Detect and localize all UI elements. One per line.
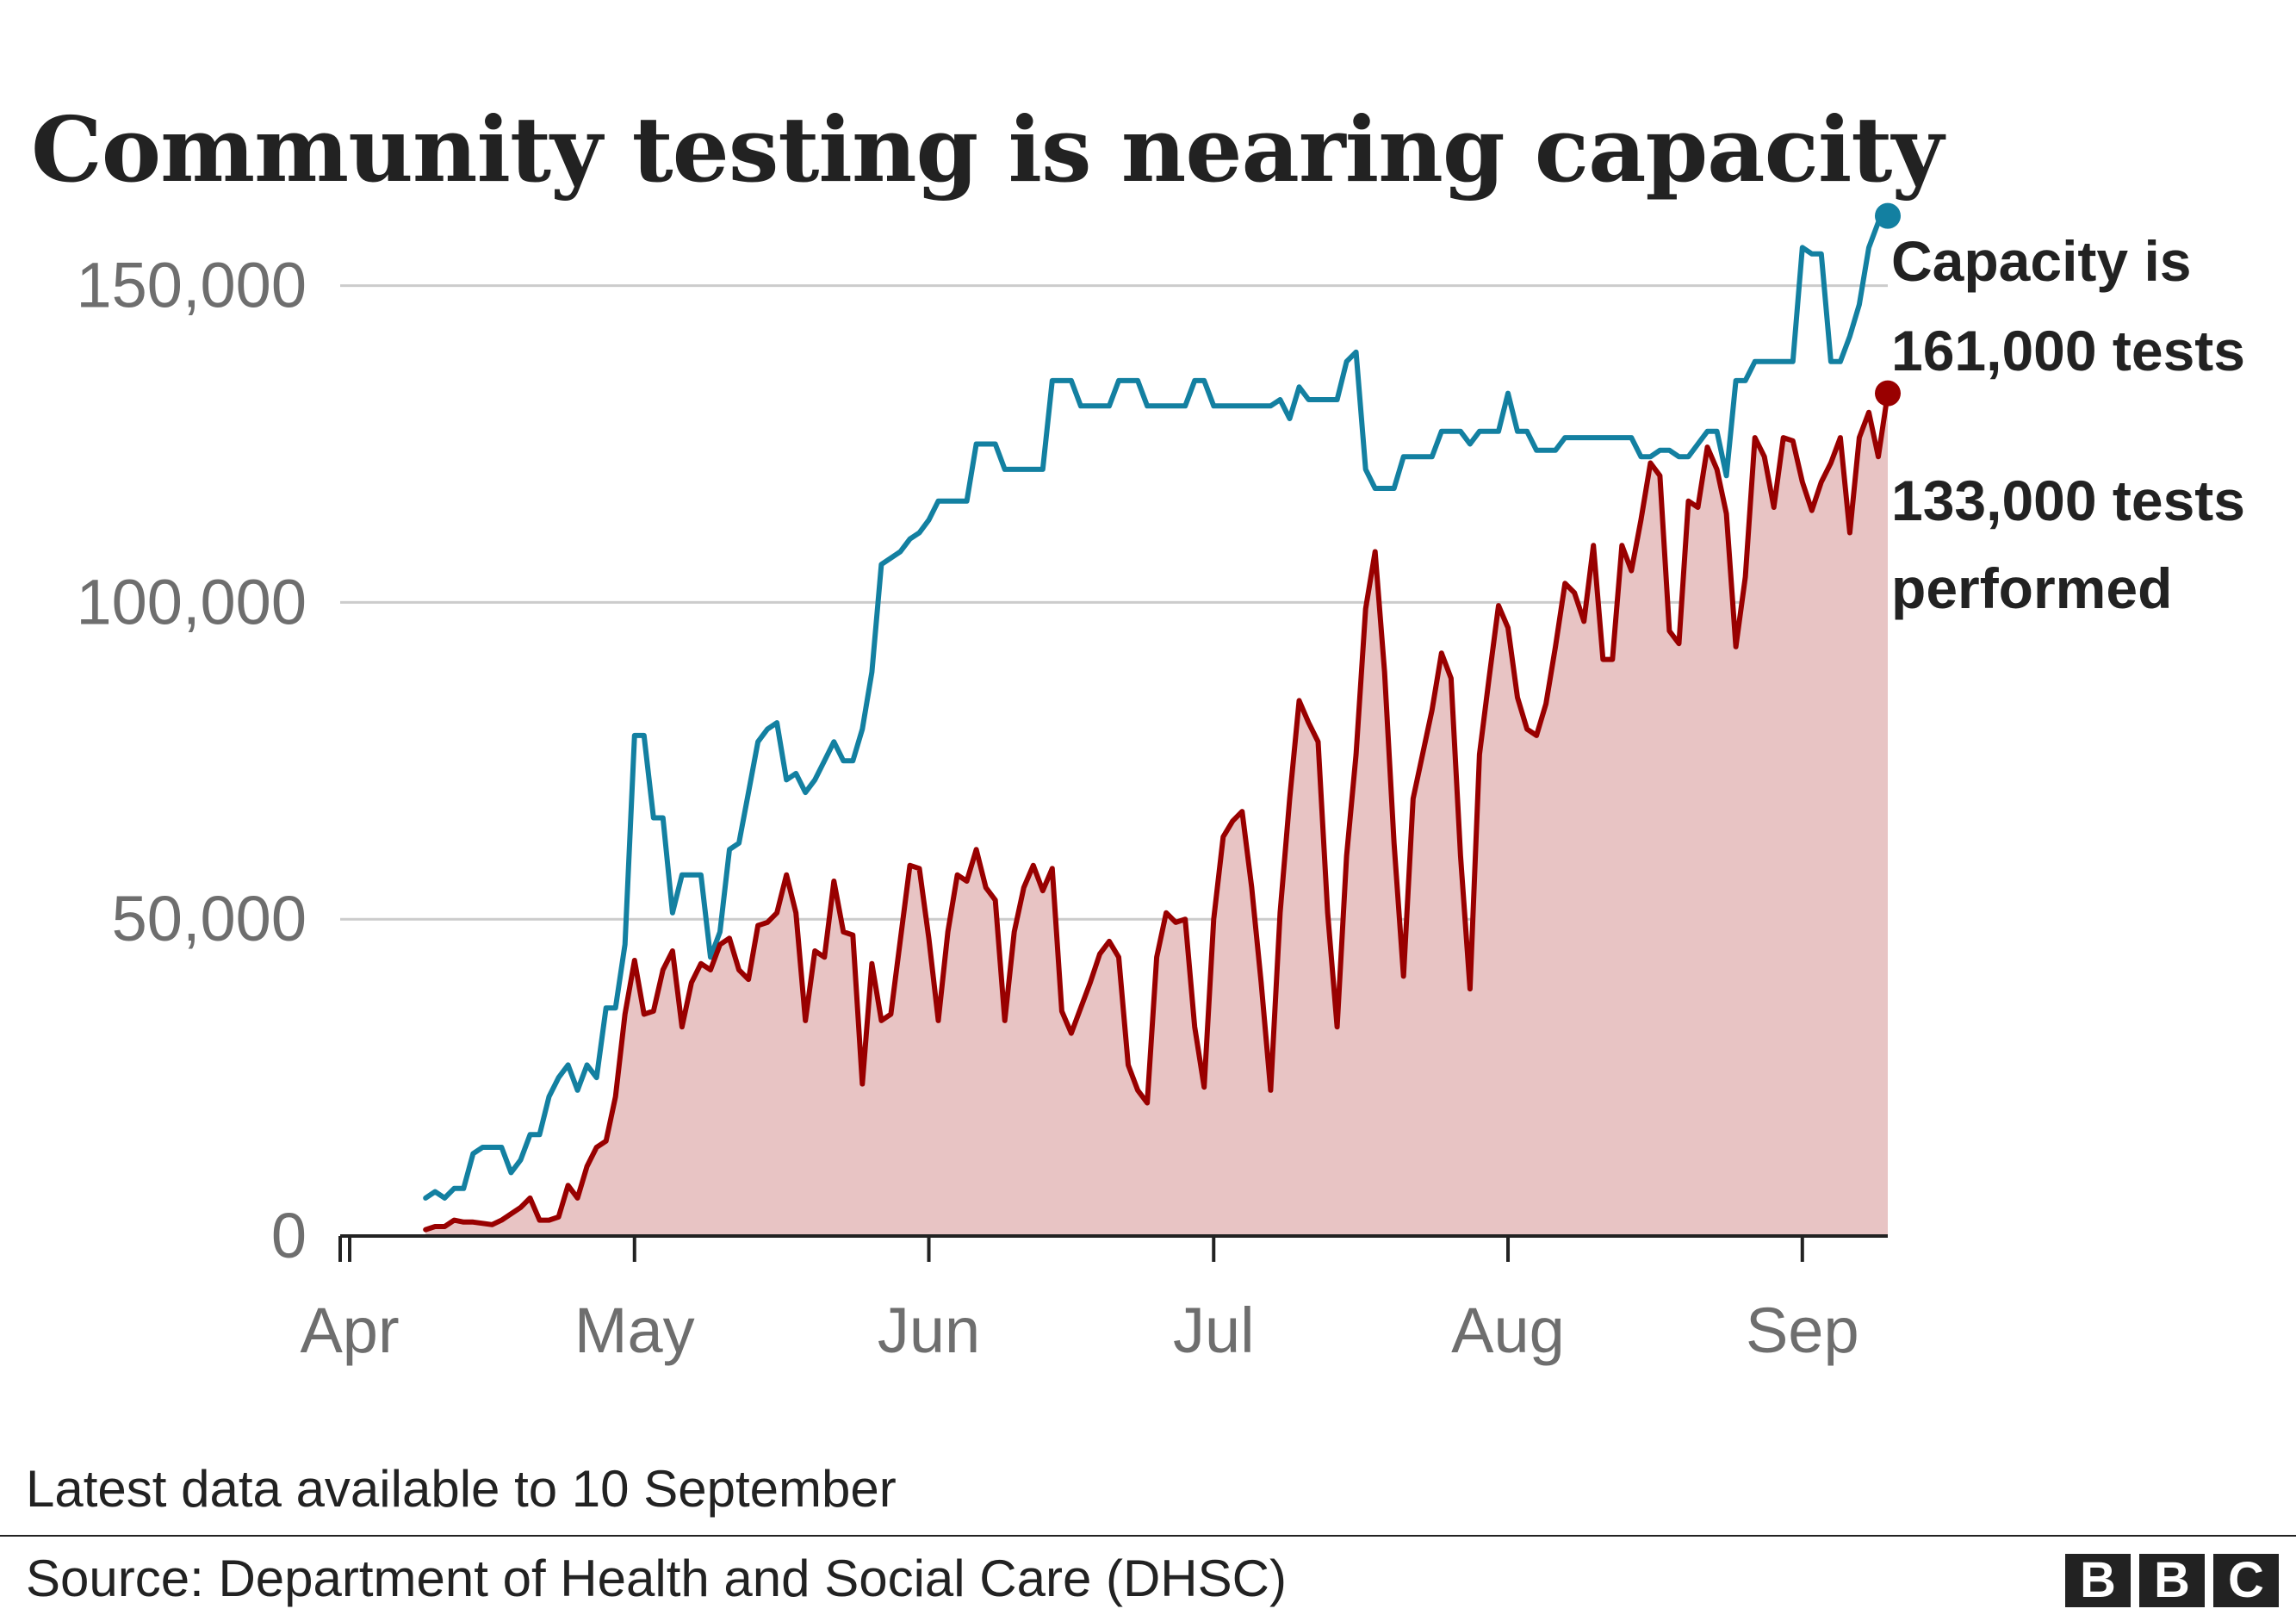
y-tick-label: 100,000: [77, 566, 307, 637]
bbc-logo-letter: B: [2139, 1554, 2205, 1607]
data-note: Latest data available to 10 September: [26, 1460, 897, 1518]
tests-performed-endpoint-marker: [1875, 380, 1901, 407]
performed-label-line2: performed: [1891, 556, 2172, 620]
capacity-endpoint-marker: [1875, 202, 1901, 229]
capacity-label-line1: Capacity is: [1891, 229, 2192, 293]
x-tick-label: Apr: [300, 1295, 399, 1366]
tests-performed-area: [425, 393, 1889, 1237]
x-tick-label: May: [574, 1295, 695, 1366]
source-text: Source: Department of Health and Social …: [26, 1550, 1287, 1607]
y-tick-label: 150,000: [77, 250, 307, 321]
x-tick-label: Jun: [878, 1295, 980, 1366]
performed-label-line1: 133,000 tests: [1891, 469, 2245, 532]
capacity-line: [423, 213, 1890, 1201]
x-tick-label: Jul: [1173, 1295, 1255, 1366]
bbc-logo: B B C: [2065, 1554, 2279, 1607]
footer-divider: [0, 1535, 2296, 1537]
bbc-logo-letter: C: [2213, 1554, 2279, 1607]
x-tick-label: Aug: [1451, 1295, 1565, 1366]
chart-title: Community testing is nearing capacity: [31, 96, 1944, 202]
bbc-logo-letter: B: [2065, 1554, 2131, 1607]
x-axis: Apr May Jun Jul Aug Sep: [300, 1234, 1888, 1366]
x-tick-label: Sep: [1746, 1295, 1859, 1366]
y-tick-label: 50,000: [112, 883, 307, 954]
capacity-label-line2: 161,000 tests: [1891, 319, 2245, 382]
y-axis: 0 50,000 100,000 150,000: [77, 250, 307, 1271]
y-tick-label: 0: [271, 1200, 307, 1271]
tests-performed-line: [423, 390, 1890, 1233]
